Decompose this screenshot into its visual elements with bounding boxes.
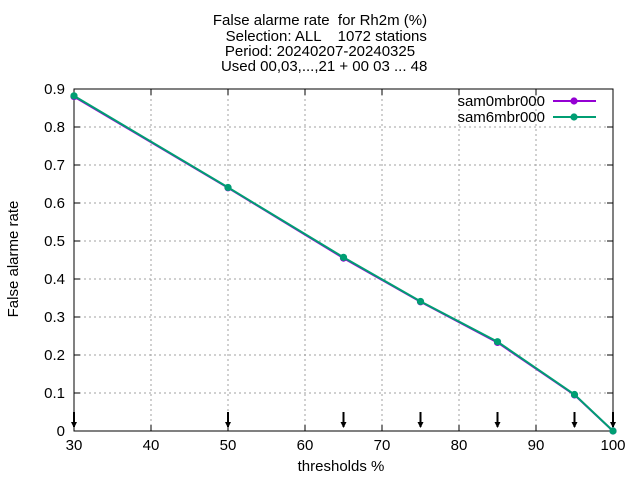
- threshold-arrow-head: [610, 422, 616, 428]
- legend-label: sam6mbr000: [457, 109, 545, 126]
- y-tick-label: 0.8: [44, 119, 65, 136]
- series-point: [609, 427, 617, 435]
- y-tick-label: 0.9: [44, 81, 65, 98]
- threshold-arrow-head: [494, 422, 501, 428]
- chart-title-line-3: Period: 20240207-20240325: [224, 43, 416, 60]
- series-line: [73, 94, 614, 432]
- series-point: [224, 183, 232, 192]
- y-axis-label: False alarme rate: [5, 201, 22, 318]
- chart-title-line-2: Selection: ALL 1072 stations: [213, 28, 427, 45]
- series-point: [339, 253, 348, 261]
- y-tick-label: 0.5: [44, 233, 65, 250]
- threshold-arrow-head: [71, 422, 77, 428]
- plot-frame: [73, 88, 614, 432]
- series-point: [70, 92, 78, 100]
- legend-label: sam0mbr000: [457, 93, 545, 110]
- y-tick-label: 0.2: [44, 347, 65, 364]
- y-tick-label: 0: [57, 423, 65, 440]
- x-axis-label: thresholds %: [298, 458, 385, 475]
- chart-title-line-1: False alarme rate for Rh2m (%): [212, 12, 428, 29]
- threshold-arrow-head: [417, 422, 424, 428]
- x-tick-label: 70: [374, 437, 391, 454]
- x-tick-label: 100: [600, 437, 625, 454]
- legend-swatch-point: [570, 97, 578, 105]
- axes-frame: [73, 88, 614, 432]
- series-point: [416, 297, 425, 306]
- y-tick-label: 0.1: [44, 385, 65, 402]
- x-tick-label: 50: [220, 437, 237, 454]
- tick-marks: [73, 88, 614, 432]
- y-tick-label: 0.3: [44, 309, 65, 326]
- y-tick-label: 0.4: [44, 271, 65, 288]
- threshold-arrow-head: [571, 422, 578, 428]
- x-tick-label: 60: [297, 437, 314, 454]
- y-tick-labels: 0 0.1 0.2 0.3 0.4 0.5 0.6 0.7 0.8 0.9: [44, 81, 65, 440]
- y-tick-label: 0.7: [44, 157, 65, 174]
- chart-title-line-4: Used 00,03,...,21 + 00 03 ... 48: [212, 58, 428, 75]
- x-tick-label: 80: [451, 437, 468, 454]
- threshold-arrows: [71, 412, 616, 428]
- y-tick-label: 0.6: [44, 195, 65, 212]
- x-tick-label: 90: [528, 437, 545, 454]
- x-tick-label: 40: [143, 437, 160, 454]
- legend-swatch-point: [570, 113, 578, 121]
- x-tick-labels: 30 40 50 60 70 80 90 100: [66, 437, 626, 454]
- threshold-arrow-head: [340, 422, 347, 428]
- series-point: [570, 390, 579, 399]
- series-lines: [70, 92, 617, 435]
- series-point: [493, 338, 502, 346]
- x-tick-label: 30: [66, 437, 83, 454]
- threshold-arrow-head: [225, 422, 231, 428]
- series-line: [73, 95, 614, 432]
- grid-lines: [74, 89, 613, 431]
